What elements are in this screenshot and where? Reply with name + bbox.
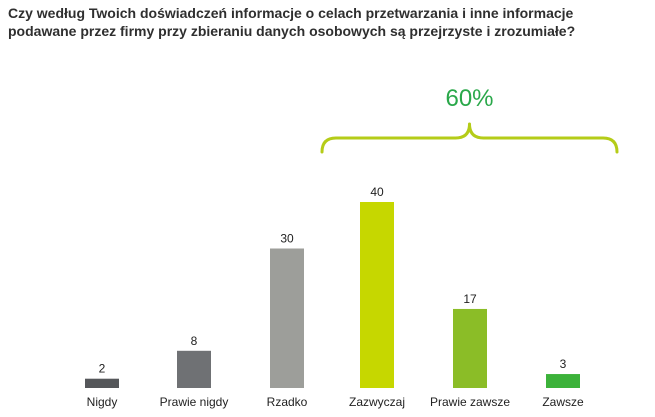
category-labels-layer: Nigdy Prawie nigdy Rzadko Zazwyczaj Prawie z… <box>87 395 584 409</box>
value-labels-layer: 2 8 30 40 17 3 <box>99 185 567 376</box>
category-label-rzadko: Rzadko <box>267 395 308 409</box>
value-label-zazwyczaj: 40 <box>370 185 384 199</box>
bar-prawie-nigdy <box>177 350 211 388</box>
bars-layer <box>85 202 580 388</box>
category-label-prawie-nigdy: Prawie nigdy <box>160 395 229 409</box>
value-label-nigdy: 2 <box>99 362 106 376</box>
bar-zazwyczaj <box>360 202 394 388</box>
value-label-rzadko: 30 <box>280 232 294 246</box>
bar-nigdy <box>85 378 119 388</box>
chart-title-line-1: Czy według Twoich doświadczeń informacje… <box>8 5 574 21</box>
annotation-label: 60% <box>445 85 493 112</box>
category-label-zawsze: Zawsze <box>542 395 584 409</box>
chart-title-line-2: podawane przez firmy przy zbieraniu dany… <box>8 23 576 39</box>
category-label-nigdy: Nigdy <box>87 395 118 409</box>
annotation-layer: 60% <box>320 85 619 154</box>
chart-title: Czy według Twoich doświadczeń informacje… <box>8 4 648 40</box>
annotation-bracket <box>320 122 619 154</box>
bar-rzadko <box>270 248 304 388</box>
category-label-prawie-zawsze: Prawie zawsze <box>430 395 510 409</box>
value-label-zawsze: 3 <box>560 357 567 371</box>
category-label-zazwyczaj: Zazwyczaj <box>349 395 405 409</box>
bar-prawie-zawsze <box>453 308 487 388</box>
value-label-prawie-nigdy: 8 <box>191 334 198 348</box>
bar-zawsze <box>546 374 580 388</box>
value-label-prawie-zawsze: 17 <box>463 292 477 306</box>
